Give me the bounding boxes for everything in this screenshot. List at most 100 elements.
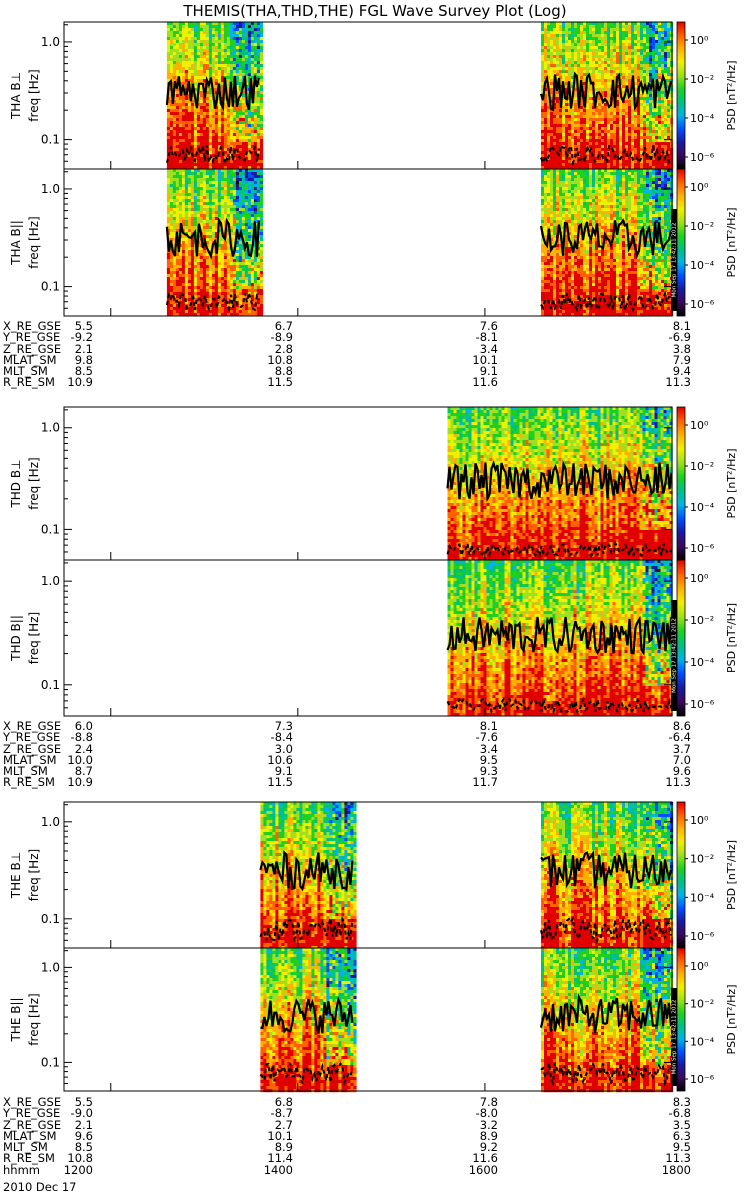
y-tick-label: 0.1 (41, 522, 60, 536)
ephemeris-row: Y_RE_GSE -9.0 -8.7 -8.0 -6.8 (3, 1108, 733, 1119)
ephemeris-value: 10.9 (53, 377, 93, 388)
colorbar-tick-label: 10⁰ (690, 572, 709, 585)
ephemeris-row: X_RE_GSE 6.0 7.3 8.1 8.6 (3, 721, 733, 732)
colorbar-label: PSD [nT²/Hz] (725, 603, 738, 673)
colorbar-tick-label: 10⁻⁴ (690, 656, 715, 669)
ephemeris-row: R_RE_SM 10.8 11.4 11.6 11.3 (3, 1153, 733, 1164)
ephemeris-value: 11.5 (253, 377, 293, 388)
colorbar-tick-label: 10⁻⁶ (690, 151, 715, 164)
colorbar-tick-label: 10⁻⁶ (690, 930, 715, 943)
colorbar-2: 10⁰ 10⁻² 10⁻⁴ 10⁻⁶ PSD [nT²/Hz] (677, 407, 738, 560)
panel-component-label: THA B|| (9, 220, 23, 266)
colorbar-tick-label: 10⁻⁶ (690, 298, 715, 311)
colorbar-3: 10⁰ 10⁻² 10⁻⁴ 10⁻⁶ PSD [nT²/Hz] Mon Sep 17 13… (671, 560, 738, 716)
colorbar-tick-label: 10⁻² (690, 460, 714, 473)
ephemeris-table-the: X_RE_GSE 5.5 6.8 7.8 8.3 Y_RE_GSE -9.0 -8.7 -8.0… (3, 1097, 733, 1176)
colorbar-tick-label: 10⁰ (690, 34, 709, 47)
colorbar-tick-label: 10⁻⁶ (690, 698, 715, 711)
y-tick-label: 1.0 (41, 574, 60, 588)
ephemeris-value: 11.3 (651, 777, 691, 788)
colorbar-1: 10⁰ 10⁻² 10⁻⁴ 10⁻⁶ PSD [nT²/Hz] Mon Sep 17 13… (671, 169, 738, 316)
ephemeris-value: 1200 (53, 1165, 93, 1176)
ephemeris-row: Z_RE_GSE 2.1 2.8 3.4 3.8 (3, 344, 733, 355)
panel-component-label: THD B|| (9, 615, 23, 662)
ephemeris-label: hhmm (3, 1165, 40, 1176)
colorbar-tick-label: 10⁰ (690, 181, 709, 194)
y-axis-label: freq [Hz] (27, 69, 41, 121)
ephemeris-value: 1600 (458, 1165, 498, 1176)
y-tick-label: 0.1 (41, 912, 60, 926)
ephemeris-row: MLT_SM 8.7 9.1 9.3 9.6 (3, 766, 733, 777)
colorbar-tick-label: 10⁻⁶ (690, 542, 715, 555)
ephemeris-row: R_RE_SM 10.9 11.5 11.6 11.3 (3, 377, 733, 388)
colorbar-label: PSD [nT²/Hz] (725, 60, 738, 130)
colorbar-tick-label: 10⁻² (690, 853, 714, 866)
ephemeris-row: R_RE_SM 10.9 11.5 11.7 11.3 (3, 777, 733, 788)
ephemeris-row: hhmm 1200 1400 1600 1800 (3, 1165, 733, 1176)
ephemeris-label: R_RE_SM (3, 377, 55, 388)
ephemeris-row: MLT_SM 8.5 8.9 9.2 9.5 (3, 1142, 733, 1153)
colorbar-tick-label: 10⁻⁴ (690, 501, 715, 514)
y-axis-label: freq [Hz] (27, 457, 41, 509)
y-tick-label: 0.1 (41, 133, 60, 147)
ephemeris-value: 11.3 (651, 377, 691, 388)
ephemeris-value: 11.5 (253, 777, 293, 788)
ephemeris-row: X_RE_GSE 5.5 6.7 7.6 8.1 (3, 321, 733, 332)
ephemeris-table-tha: X_RE_GSE 5.5 6.7 7.6 8.1 Y_RE_GSE -9.2 -8.9 -8.1… (3, 321, 733, 389)
ephemeris-row: MLAT_SM 10.0 10.6 9.5 7.0 (3, 755, 733, 766)
ephemeris-row: Y_RE_GSE -9.2 -8.9 -8.1 -6.9 (3, 332, 733, 343)
colorbar-tick-label: 10⁻⁴ (690, 112, 715, 125)
colorbar-tick-label: 10⁻² (690, 614, 714, 627)
y-tick-label: 0.1 (41, 678, 60, 692)
ephemeris-row: X_RE_GSE 5.5 6.8 7.8 8.3 (3, 1097, 733, 1108)
colorbar-tick-label: 10⁻⁶ (690, 1073, 715, 1086)
colorbar-tick-label: 10⁻⁴ (690, 1035, 715, 1048)
colorbar-label: PSD [nT²/Hz] (725, 448, 738, 518)
colorbar-tick-label: 10⁻² (690, 998, 714, 1011)
ephemeris-row: Y_RE_GSE -8.8 -8.4 -7.6 -6.4 (3, 732, 733, 743)
spectrogram-thd-interval-0 (448, 560, 673, 716)
panel-component-label: THE B⊥ (9, 852, 23, 899)
panel-tha-1: 1.0 0.1 THA B|| freq [Hz] 10⁰ 10⁻² 10⁻⁴ 10⁻⁶ PSD… (9, 169, 738, 316)
ephemeris-value: 1800 (651, 1165, 691, 1176)
colorbar-tick-label: 10⁰ (690, 814, 709, 827)
colorbar-tick-label: 10⁻⁴ (690, 259, 715, 272)
y-axis-label: freq [Hz] (27, 216, 41, 268)
ephemeris-row: Z_RE_GSE 2.1 2.7 3.2 3.5 (3, 1120, 733, 1131)
colorbar-0: 10⁰ 10⁻² 10⁻⁴ 10⁻⁶ PSD [nT²/Hz] (677, 22, 738, 169)
ephemeris-value: 11.7 (458, 777, 498, 788)
colorbar-label: PSD [nT²/Hz] (725, 207, 738, 277)
y-tick-label: 1.0 (41, 815, 60, 829)
y-tick-label: 1.0 (41, 182, 60, 196)
y-tick-label: 1.0 (41, 35, 60, 49)
y-tick-label: 1.0 (41, 960, 60, 974)
date-label: 2010 Dec 17 (3, 1180, 76, 1194)
colorbar-label: PSD [nT²/Hz] (725, 840, 738, 910)
colorbar-tick-label: 10⁰ (690, 960, 709, 973)
colorbar-tick-label: 10⁻² (690, 73, 714, 86)
ephemeris-value: 11.6 (458, 377, 498, 388)
colorbar-tick-label: 10⁻² (690, 220, 714, 233)
ephemeris-label: R_RE_SM (3, 777, 55, 788)
y-tick-label: 0.1 (41, 280, 60, 294)
y-axis-label: freq [Hz] (27, 612, 41, 664)
colorbar-tick-label: 10⁰ (690, 419, 709, 432)
ephemeris-value: 10.9 (53, 777, 93, 788)
ephemeris-row: MLAT_SM 9.6 10.1 8.9 6.3 (3, 1131, 733, 1142)
ephemeris-row: MLT_SM 8.5 8.8 9.1 9.4 (3, 366, 733, 377)
colorbar-stamp: Mon Sep 17 13:42:11 2012 (672, 223, 678, 298)
colorbar-stamp: Mon Sep 17 13:42:11 2012 (672, 1000, 678, 1075)
ephemeris-row: MLAT_SM 9.8 10.8 10.1 7.9 (3, 355, 733, 366)
panel-thd-3: 1.0 0.1 THD B|| freq [Hz] 10⁰ 10⁻² 10⁻⁴ 10⁻⁶ PSD… (9, 560, 738, 716)
colorbar-stamp: Mon Sep 17 13:42:11 2012 (672, 618, 678, 693)
ephemeris-value: 1400 (253, 1165, 293, 1176)
panel-component-label: THE B|| (9, 997, 23, 1042)
